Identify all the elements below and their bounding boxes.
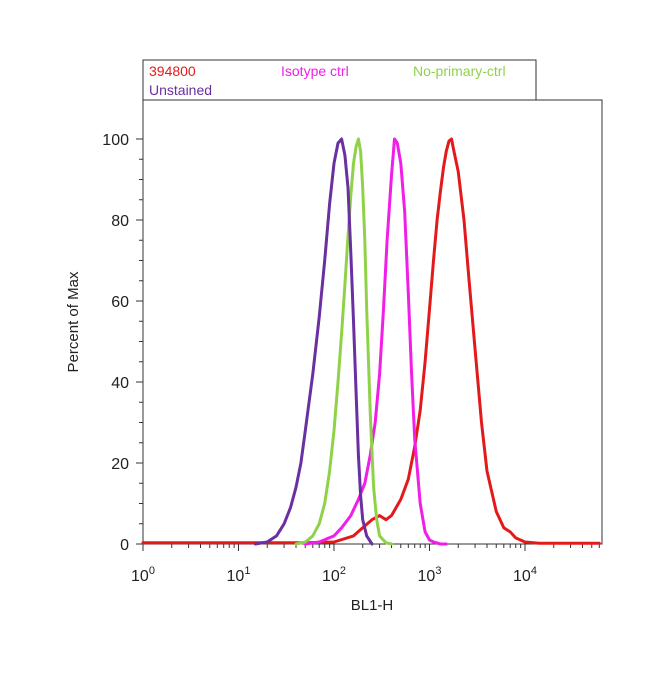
x-tick-label: 102 bbox=[322, 565, 346, 585]
x-axis-title: BL1-H bbox=[351, 597, 394, 614]
x-tick-label: 104 bbox=[513, 565, 537, 585]
y-tick-label: 80 bbox=[111, 213, 129, 230]
series-layer bbox=[141, 137, 601, 546]
x-tick-label: 101 bbox=[227, 565, 251, 585]
y-tick-label: 20 bbox=[111, 456, 129, 473]
y-tick-label: 100 bbox=[102, 132, 129, 149]
y-axis-title: Percent of Max bbox=[65, 271, 82, 372]
y-axis: 0 20 40 60 80 100 bbox=[102, 132, 143, 554]
series-line-394800 bbox=[141, 137, 601, 545]
legend: 394800 Isotype ctrl No-primary-ctrl Unst… bbox=[142, 59, 537, 101]
y-tick-label: 0 bbox=[120, 537, 129, 554]
legend-entry-isotype-ctrl: Isotype ctrl bbox=[281, 63, 349, 79]
series-line-unstained bbox=[253, 137, 374, 546]
legend-entry-no-primary-ctrl: No-primary-ctrl bbox=[413, 63, 506, 79]
legend-entry-unstained: Unstained bbox=[149, 82, 212, 98]
series-line-isotype-ctrl bbox=[303, 137, 448, 546]
x-tick-label: 100 bbox=[131, 565, 155, 585]
legend-entry-394800: 394800 bbox=[149, 63, 196, 79]
y-tick-label: 40 bbox=[111, 375, 129, 392]
y-tick-label: 60 bbox=[111, 294, 129, 311]
legend-box bbox=[142, 59, 537, 101]
series-line-no-primary-ctrl bbox=[294, 137, 393, 546]
x-tick-label: 103 bbox=[418, 565, 442, 585]
